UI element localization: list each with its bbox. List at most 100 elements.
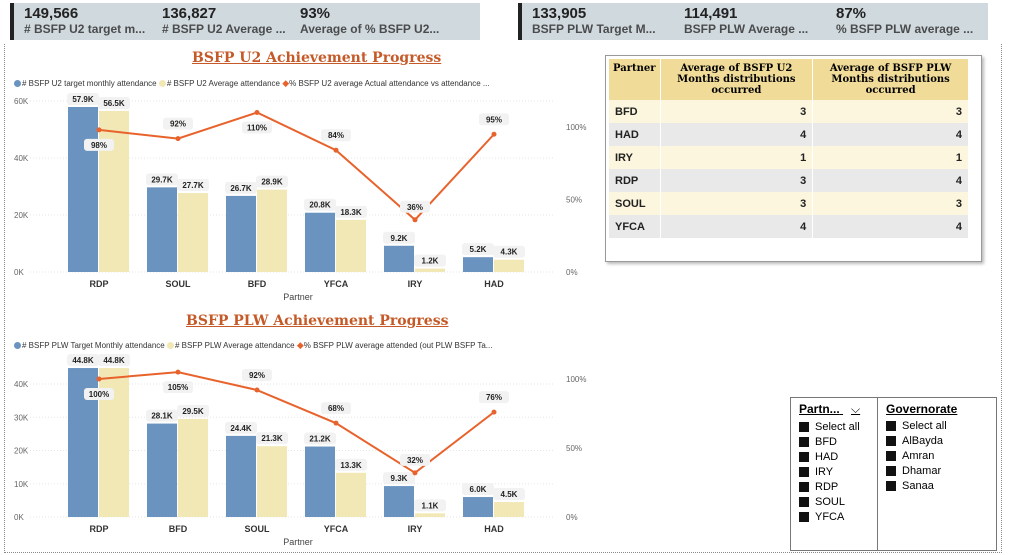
bar-target	[147, 187, 177, 272]
data-label: 28.9K	[261, 178, 283, 187]
legend-item[interactable]: # BSFP PLW Target Monthly attendance	[22, 341, 165, 350]
line-point	[254, 110, 260, 115]
checkbox-icon[interactable]	[799, 497, 809, 508]
checkbox-icon[interactable]	[886, 466, 896, 477]
checkbox-icon[interactable]	[799, 467, 809, 478]
legend-dot-icon	[14, 80, 21, 88]
data-label-bg	[414, 254, 446, 267]
slicer-item[interactable]: Sanaa	[886, 480, 957, 492]
data-label: 4.3K	[501, 248, 518, 257]
data-label-bg	[400, 453, 430, 466]
data-label: 92%	[170, 120, 186, 129]
data-label-bg	[256, 432, 288, 445]
table-cell-value: 4	[812, 123, 969, 146]
partner-slicer: Partn... ⌵ Select all BFD HAD IRY RDP SOUL YFC…	[791, 398, 878, 550]
legend-diamond-icon: ◆	[282, 78, 290, 88]
data-label: 105%	[168, 383, 188, 392]
table-row: HAD 4 4	[609, 123, 969, 146]
data-label: 100%	[89, 390, 109, 399]
legend-item[interactable]: # BSFP U2 target monthly attendance	[22, 79, 157, 88]
data-label: 57.9K	[72, 95, 94, 104]
data-label: 21.3K	[261, 434, 283, 443]
data-label: 20.8K	[309, 201, 331, 210]
bar-average	[178, 418, 208, 517]
legend-item[interactable]: % BSFP PLW average attended (out PLW BSF…	[303, 341, 493, 350]
data-label-bg	[163, 381, 193, 394]
data-label-bg	[321, 402, 351, 415]
kpi-card-plw: 133,905 BSFP PLW Target M... 114,491 BSFP …	[518, 3, 988, 40]
data-label: 21.2K	[309, 435, 331, 444]
legend-diamond-icon: ◆	[296, 340, 304, 350]
x-tick-label: YFCA	[324, 279, 349, 289]
data-label: 24.4K	[230, 424, 252, 433]
kpi-card-u2: 149,566 # BSFP U2 target m... 136,827 # BS…	[10, 3, 480, 40]
slicer-item[interactable]: Dhamar	[886, 465, 957, 477]
slicer-item[interactable]: SOUL	[799, 496, 869, 508]
table-row: RDP 3 4	[609, 169, 969, 192]
slicer-item[interactable]: Select all	[799, 421, 869, 433]
col-header-u2-months[interactable]: Average of BSFP U2 Months distributions …	[660, 59, 814, 100]
x-tick-label: YFCA	[324, 524, 349, 534]
y2-tick-label: 0%	[566, 268, 578, 277]
data-label: 98%	[91, 141, 107, 150]
legend-item[interactable]: % BSFP U2 average Actual attendance vs a…	[289, 79, 490, 88]
data-label: 36%	[407, 203, 423, 212]
chart-u2-title: BSFP U2 Achievement Progress	[192, 50, 442, 66]
slicer-item[interactable]: YFCA	[799, 511, 869, 523]
y-tick-label: 30K	[14, 413, 29, 422]
table-cell-partner: HAD	[609, 123, 661, 146]
slicer-item[interactable]: IRY	[799, 466, 869, 478]
slicer-item[interactable]: BFD	[799, 436, 869, 448]
checkbox-icon[interactable]	[886, 451, 896, 462]
checkbox-icon[interactable]	[799, 437, 809, 448]
x-tick-label: HAD	[484, 524, 504, 534]
bar-average	[257, 189, 287, 272]
col-header-plw-months[interactable]: Average of BSFP PLW Months distributions…	[812, 59, 969, 100]
data-label: 44.8K	[103, 356, 125, 365]
slicer-item[interactable]: Amran	[886, 450, 957, 462]
data-label: 29.7K	[151, 175, 173, 184]
kpi-plw-average: 114,491 BSFP PLW Average ...	[684, 5, 809, 36]
checkbox-icon[interactable]	[799, 512, 809, 523]
table-cell-value: 4	[660, 215, 814, 238]
data-label-bg	[67, 92, 99, 105]
y-tick-label: 60K	[14, 97, 29, 106]
data-label-bg	[84, 138, 114, 151]
y-tick-label: 0K	[14, 513, 24, 522]
table-row: BFD 3 3	[609, 100, 969, 123]
partner-slicer-header[interactable]: Partn... ⌵	[799, 402, 861, 416]
filter-slicers: Partn... ⌵ Select all BFD HAD IRY RDP SOUL YFC…	[790, 397, 997, 551]
line-point	[254, 387, 260, 393]
bar-average	[415, 513, 445, 517]
data-label: 76%	[486, 393, 502, 402]
slicer-item[interactable]: AlBayda	[886, 435, 957, 447]
slicer-item[interactable]: RDP	[799, 481, 869, 493]
slicer-item[interactable]: HAD	[799, 451, 869, 463]
bar-target	[68, 106, 98, 272]
x-tick-label: SOUL	[165, 279, 191, 289]
data-label: 9.3K	[391, 474, 408, 483]
data-label: 27.7K	[182, 181, 204, 190]
governorate-slicer-header: Governorate	[886, 402, 958, 416]
checkbox-icon[interactable]	[799, 452, 809, 463]
col-header-partner[interactable]: Partner	[609, 59, 661, 100]
checkbox-icon[interactable]	[799, 422, 809, 433]
table-cell-value: 3	[660, 169, 814, 192]
bar-target	[384, 245, 414, 272]
data-label-bg	[462, 483, 494, 496]
legend-item[interactable]: # BSFP PLW Average attendance	[174, 341, 295, 350]
checkbox-icon[interactable]	[886, 481, 896, 492]
chart-plw-title: BSFP PLW Achievement Progress	[186, 313, 449, 329]
checkbox-icon[interactable]	[886, 436, 896, 447]
table-cell-value: 4	[812, 215, 969, 238]
checkbox-icon[interactable]	[886, 421, 896, 432]
data-label: 32%	[407, 456, 423, 465]
y2-tick-label: 50%	[566, 196, 582, 205]
data-label-bg	[146, 409, 178, 422]
x-tick-label: RDP	[89, 524, 108, 534]
legend-item[interactable]: # BSFP U2 Average attendance	[166, 79, 280, 88]
chevron-down-icon[interactable]: ⌵	[851, 402, 861, 416]
slicer-item[interactable]: Select all	[886, 420, 957, 432]
bar-target	[384, 486, 414, 517]
checkbox-icon[interactable]	[799, 482, 809, 493]
